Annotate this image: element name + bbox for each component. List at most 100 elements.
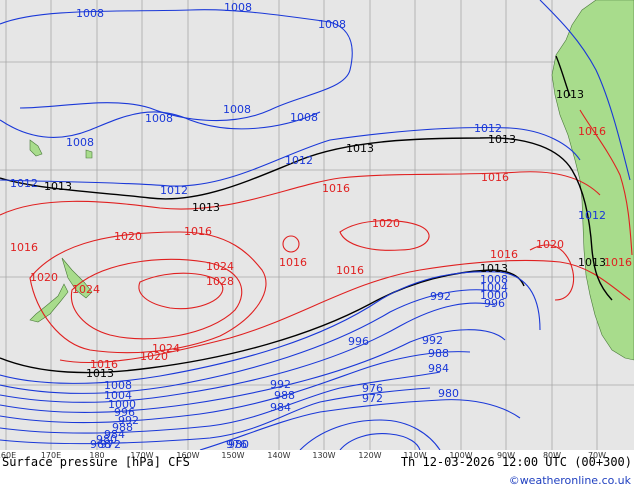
valid-time: Th 12-03-2026 12:00 UTC (00+300): [400, 455, 632, 469]
longitude-tick-label: 150W: [221, 451, 245, 460]
island-group-2: [85, 149, 93, 159]
longitude-tick-label: 140W: [267, 451, 291, 460]
isobar-label: 1013: [346, 142, 374, 155]
pressure-map-canvas: 1008 1008 1008 1008 1008 1008 1008 1012 …: [0, 0, 634, 450]
isobar-label: 1020: [140, 350, 168, 363]
isobar-1013-north: [0, 137, 613, 301]
isobar-label: 1008: [224, 1, 252, 14]
isobar-label: 1004: [480, 281, 508, 294]
isobar-1020-chile: [529, 244, 574, 301]
isobar-1013-chile: [555, 55, 571, 97]
isobar-label: 1008: [104, 379, 132, 392]
longitude-tick-label: 170E: [40, 451, 62, 460]
isobar-1016-ring: [282, 235, 300, 253]
new-zealand-north-island: [61, 257, 93, 299]
isobar-label: 988: [428, 347, 449, 360]
isobar-1028: [138, 272, 224, 310]
high-pressure-isobars: [0, 109, 633, 364]
isobar-1004: [0, 289, 501, 394]
isobar-996: [0, 329, 506, 413]
isobar-label: 992: [118, 414, 139, 427]
isobar-label: 1020: [372, 217, 400, 230]
isobar-label: 1016: [10, 241, 38, 254]
isobar-label: 1013: [86, 367, 114, 380]
isobar-1012: [0, 126, 581, 187]
isobar-1016-chile: [579, 109, 633, 256]
isobar-label: 1016: [481, 171, 509, 184]
isobar-label: 1024: [206, 260, 234, 273]
isobar-label: 1000: [480, 289, 508, 302]
longitude-tick-label: 170W: [130, 451, 154, 460]
isobar-label: 1020: [30, 271, 58, 284]
isobar-label: 1020: [536, 238, 564, 251]
isobar-label: 1016: [184, 225, 212, 238]
isobar-label: 988: [112, 421, 133, 434]
isobar-984: [0, 387, 431, 445]
isobar-label: 984: [104, 428, 125, 441]
isobar-label: 992: [430, 290, 451, 303]
reference-isobars: [0, 55, 613, 374]
longitude-tick-label: 120W: [358, 451, 382, 460]
isobar-label: 1013: [480, 262, 508, 275]
isobar-label: 1008: [223, 103, 251, 116]
isobar-label: 1024: [152, 342, 180, 355]
isobar-label: 1004: [104, 389, 132, 402]
isobar-label: 972: [362, 392, 383, 405]
new-zealand-south-island: [29, 283, 69, 323]
isobar-1000: [0, 302, 496, 403]
isobar-label: 1013: [556, 88, 584, 101]
isobar-1013-south: [0, 269, 525, 374]
isobar-label: 992: [270, 378, 291, 391]
isobar-label: 1013: [44, 180, 72, 193]
low-pressure-isobars: [0, 0, 631, 450]
longitude-tick-label: 110W: [403, 451, 427, 460]
isobar-label: 1008: [290, 111, 318, 124]
isobar-label: 1008: [318, 18, 346, 31]
isobar-label: 1000: [108, 398, 136, 411]
isobar-1012-chile: [539, 0, 631, 181]
isobar-1016-south: [59, 259, 631, 364]
isobar-label: 1028: [206, 275, 234, 288]
isobar-1020-east: [339, 220, 430, 251]
isobar-976: [299, 419, 441, 450]
isobar-label: 1008: [145, 112, 173, 125]
longitude-tick-label: 70W: [587, 451, 607, 460]
map-footer: 160E 170E 180 170W 160W 150W 140W 130W 1…: [0, 450, 634, 490]
isobar-label: 988: [274, 389, 295, 402]
map-title: Surface pressure [hPa] CFS: [2, 455, 190, 469]
isobar-label: 1016: [90, 358, 118, 371]
isobar-label: 1016: [578, 125, 606, 138]
isobar-label: 1016: [322, 182, 350, 195]
isobar-labels: 1008 1008 1008 1008 1008 1008 1008 1012 …: [10, 1, 632, 450]
isobar-label: 996: [114, 406, 135, 419]
isobar-980: [199, 399, 521, 450]
isobar-label: 996: [348, 335, 369, 348]
isobar-label: 984: [428, 362, 449, 375]
longitude-tick-label: 130W: [312, 451, 336, 460]
isobar-label: 1016: [279, 256, 307, 269]
isobar-992: [0, 351, 471, 424]
isobar-1020: [29, 231, 267, 354]
isobar-label: 1013: [488, 133, 516, 146]
isobar-label: 1012: [10, 177, 38, 190]
isobar-label: 1008: [76, 7, 104, 20]
isobar-label: 1020: [114, 230, 142, 243]
isobar-label: 1008: [66, 136, 94, 149]
isobar-label: 1013: [192, 201, 220, 214]
longitude-tick-label: 90W: [496, 451, 516, 460]
longitude-tick-label: 160E: [0, 451, 17, 460]
longitude-tick-label: 160W: [176, 451, 200, 460]
isobar-1008-mid: [0, 111, 321, 138]
isobar-label: 984: [270, 401, 291, 414]
longitude-tick-label: 80W: [542, 451, 562, 460]
isobar-label: 992: [422, 334, 443, 347]
isobar-label: 1016: [604, 256, 632, 269]
island-group: [29, 139, 43, 157]
isobar-label: 996: [484, 297, 505, 310]
isobar-label: 976: [362, 382, 383, 395]
credit-link[interactable]: ©weatheronline.co.uk: [508, 474, 631, 487]
isobar-1024: [70, 258, 243, 340]
isobar-label: 1013: [578, 256, 606, 269]
isobar-label: 1016: [336, 264, 364, 277]
longitude-tick-label: 100W: [449, 451, 473, 460]
